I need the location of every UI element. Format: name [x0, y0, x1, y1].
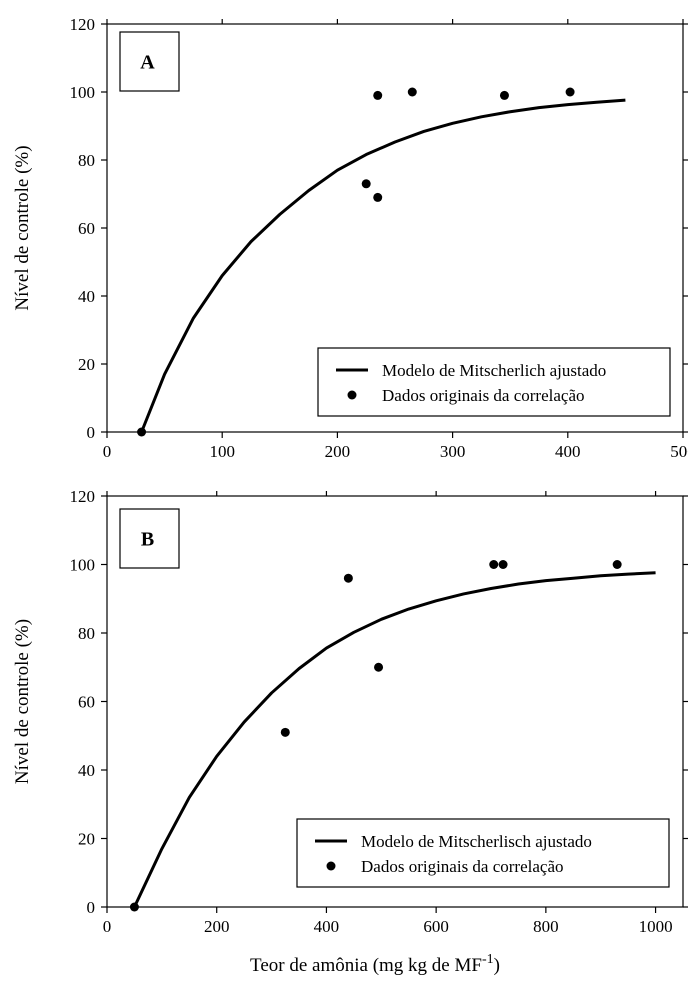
chart-panel-a: 0 100 200 300 400 500 0 20 40 60 80 100 120 Nível de … — [12, 15, 688, 461]
y-axis-label: Nível de controle (%) — [12, 145, 33, 310]
series-line — [133, 571, 656, 908]
y-tick-label: 0 — [87, 898, 96, 917]
data-point — [280, 727, 290, 737]
x-tick-label: 500 — [670, 442, 688, 461]
chart-panel-b: 0 200 400 600 800 1000 0 20 40 60 80 100 120 Nível de… — [12, 487, 688, 976]
y-axis-label: Nível de controle (%) — [12, 619, 33, 784]
panel-label-box — [119, 508, 180, 569]
legend-box — [317, 347, 671, 417]
legend-entry-label: Modelo de Mitscherlisch ajustado — [361, 832, 592, 851]
y-tick-label: 40 — [78, 761, 95, 780]
legend-entry-label: Dados originais da correlação — [361, 857, 564, 876]
x-tick-label: 0 — [103, 917, 112, 936]
y-tick-label: 60 — [78, 693, 95, 712]
x-tick-label: 0 — [103, 442, 112, 461]
data-point — [565, 87, 575, 97]
panel-label-box — [119, 31, 180, 92]
legend-box — [296, 818, 670, 888]
y-tick-label: 80 — [78, 624, 95, 643]
panel-label: B — [141, 529, 154, 551]
x-tick-label: 400 — [555, 442, 581, 461]
legend-entry-label: Modelo de Mitscherlich ajustado — [382, 361, 606, 380]
legend-marker-swatch — [347, 390, 357, 400]
legend-entry-label: Dados originais da correlação — [382, 386, 585, 405]
data-point — [343, 573, 353, 583]
y-tick-label: 0 — [87, 423, 96, 442]
y-tick-label: 120 — [70, 15, 96, 34]
y-tick-label: 20 — [78, 830, 95, 849]
y-tick-label: 120 — [70, 487, 96, 506]
data-point — [499, 90, 509, 100]
x-tick-label: 100 — [209, 442, 235, 461]
data-point — [129, 902, 139, 912]
data-point — [612, 560, 622, 569]
data-point — [407, 87, 417, 97]
data-point — [373, 192, 383, 202]
data-point — [498, 560, 508, 569]
legend-marker-swatch — [326, 861, 336, 871]
y-tick-label: 60 — [78, 219, 95, 238]
x-tick-label: 800 — [533, 917, 559, 936]
data-point — [361, 179, 371, 189]
series-line — [140, 98, 626, 433]
y-tick-label: 100 — [70, 83, 96, 102]
y-tick-label: 20 — [78, 355, 95, 374]
x-tick-label: 1000 — [639, 917, 673, 936]
x-axis-label: Teor de amônia (mg kg de MF-1) — [250, 952, 500, 976]
x-tick-label: 400 — [314, 917, 340, 936]
x-tick-label: 300 — [440, 442, 466, 461]
data-point — [137, 427, 147, 437]
data-point — [374, 662, 384, 672]
data-point — [373, 90, 383, 100]
y-tick-label: 80 — [78, 151, 95, 170]
x-tick-label: 200 — [325, 442, 351, 461]
x-tick-label: 200 — [204, 917, 230, 936]
panel-label: A — [140, 52, 155, 74]
data-point — [489, 560, 499, 569]
x-tick-label: 600 — [423, 917, 449, 936]
y-tick-label: 40 — [78, 287, 95, 306]
y-tick-label: 100 — [70, 556, 96, 575]
